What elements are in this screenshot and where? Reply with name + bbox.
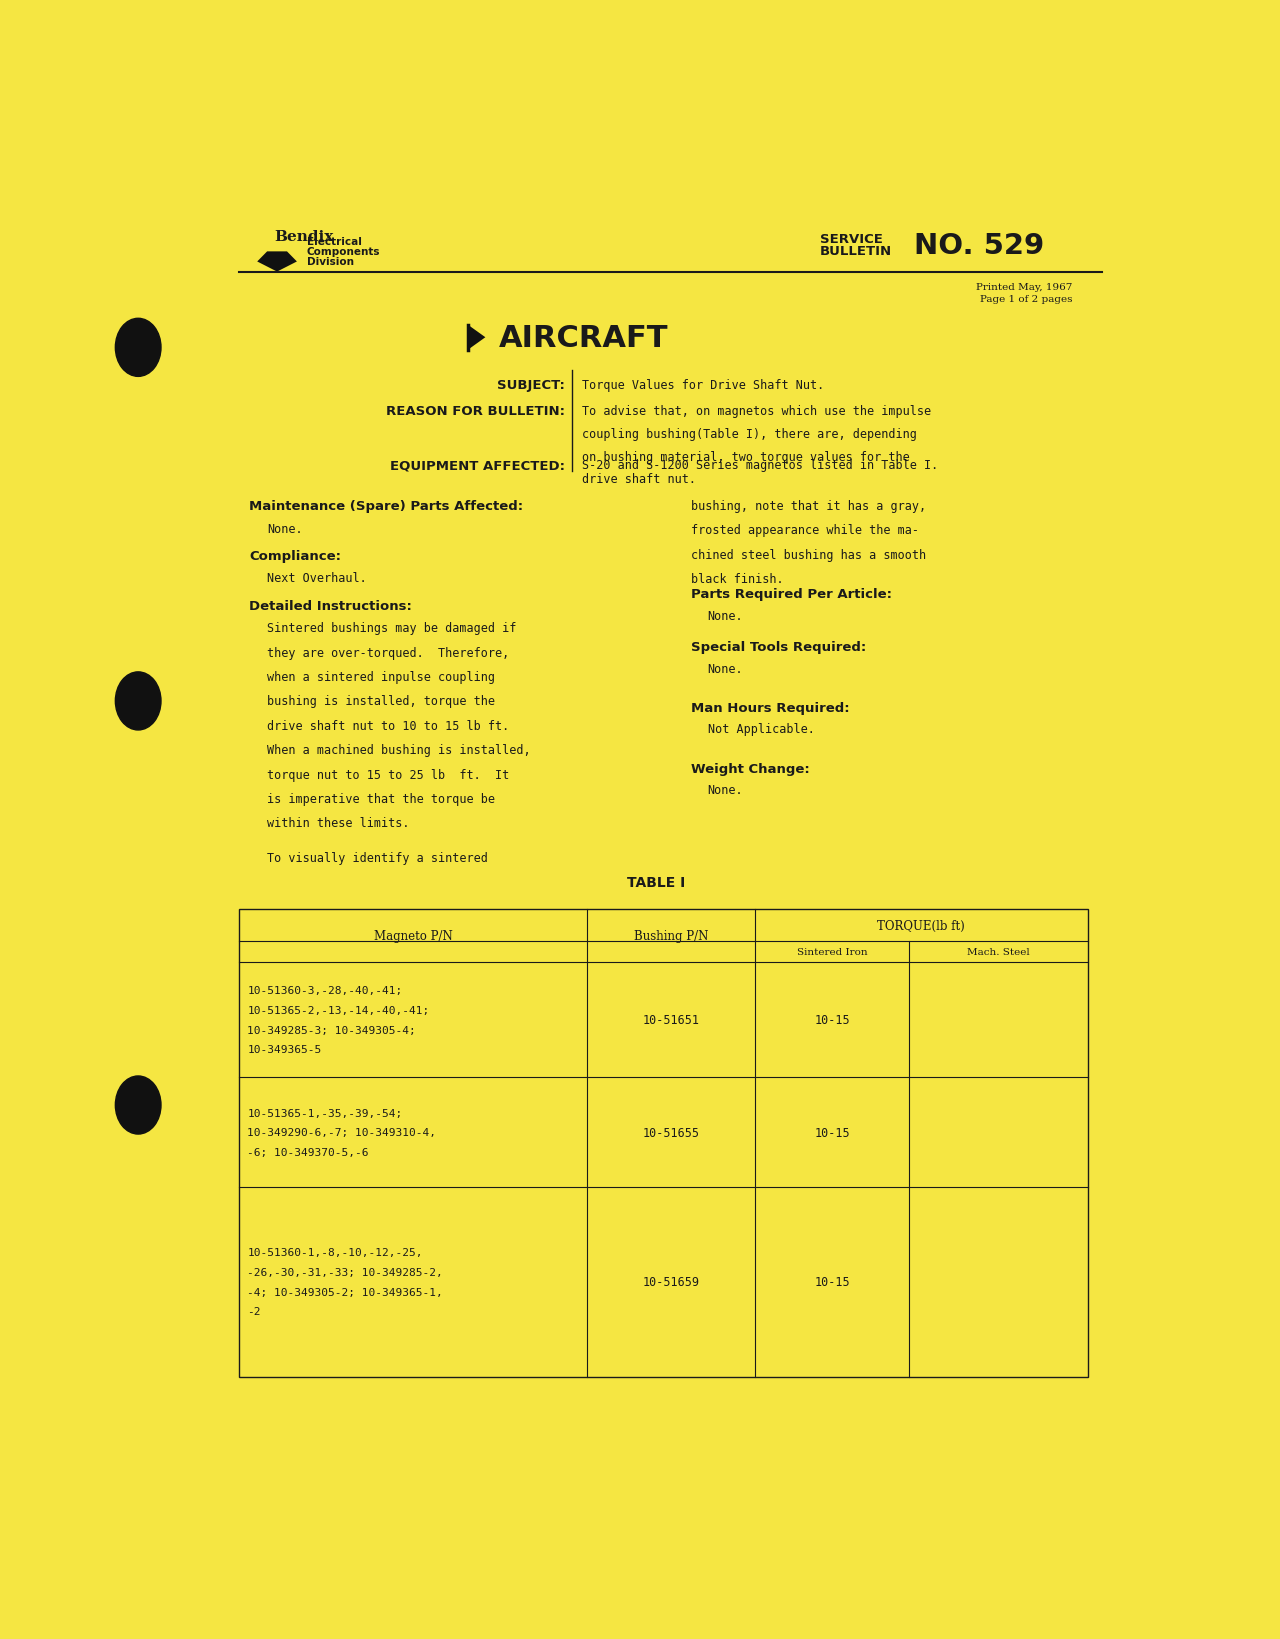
Text: Electrical: Electrical [307,238,362,247]
Text: None.: None. [708,662,744,675]
Bar [239,910,1088,1377]
Circle shape [115,1077,161,1134]
Text: NO. 529: NO. 529 [914,231,1044,261]
Text: When a machined bushing is installed,: When a machined bushing is installed, [268,744,531,757]
Text: torque nut to 15 to 25 lb  ft.  It: torque nut to 15 to 25 lb ft. It [268,769,509,782]
Text: Man Hours Required:: Man Hours Required: [691,701,850,715]
Text: 10-349285-3; 10-349305-4;: 10-349285-3; 10-349305-4; [247,1024,416,1034]
Text: bushing, note that it has a gray,: bushing, note that it has a gray, [691,500,925,513]
Text: coupling bushing(Table I), there are, depending: coupling bushing(Table I), there are, de… [581,428,916,441]
Text: when a sintered inpulse coupling: when a sintered inpulse coupling [268,670,495,683]
Text: None.: None. [268,523,303,536]
Circle shape [115,672,161,731]
Text: 10-51360-3,-28,-40,-41;: 10-51360-3,-28,-40,-41; [247,985,402,997]
Polygon shape [257,252,297,272]
Text: SUBJECT:: SUBJECT: [497,379,564,392]
Text: None.: None. [708,783,744,797]
Text: bushing is installed, torque the: bushing is installed, torque the [268,695,495,708]
Text: 10-15: 10-15 [814,1275,850,1288]
Text: Maintenance (Spare) Parts Affected:: Maintenance (Spare) Parts Affected: [250,500,524,513]
Text: 10-51655: 10-51655 [643,1126,699,1139]
Text: Magneto P/N: Magneto P/N [374,929,452,942]
Text: Torque Values for Drive Shaft Nut.: Torque Values for Drive Shaft Nut. [581,379,824,392]
Text: S-20 and S-1200 Series magnetos listed in Table I.: S-20 and S-1200 Series magnetos listed i… [581,459,938,472]
Text: EQUIPMENT AFFECTED:: EQUIPMENT AFFECTED: [389,459,564,472]
Polygon shape [470,326,485,349]
Text: Not Applicable.: Not Applicable. [708,723,814,736]
Text: frosted appearance while the ma-: frosted appearance while the ma- [691,524,919,538]
Text: -4; 10-349305-2; 10-349365-1,: -4; 10-349305-2; 10-349365-1, [247,1287,443,1296]
Text: Components: Components [307,247,380,257]
Text: drive shaft nut.: drive shaft nut. [581,474,695,487]
Text: Bendix: Bendix [274,229,334,244]
Text: Special Tools Required:: Special Tools Required: [691,641,867,654]
Text: Sintered Iron: Sintered Iron [796,947,868,957]
Text: Division: Division [307,257,353,267]
Text: Detailed Instructions:: Detailed Instructions: [250,600,412,613]
Text: AIRCRAFT: AIRCRAFT [499,323,668,352]
Text: 10-15: 10-15 [814,1126,850,1139]
Text: 10-51365-1,-35,-39,-54;: 10-51365-1,-35,-39,-54; [247,1108,402,1118]
Text: -6; 10-349370-5,-6: -6; 10-349370-5,-6 [247,1147,369,1157]
Text: REASON FOR BULLETIN:: REASON FOR BULLETIN: [385,405,564,418]
Text: -2: -2 [247,1306,261,1316]
Text: Printed May, 1967: Printed May, 1967 [977,282,1073,292]
Circle shape [115,320,161,377]
Text: Parts Required Per Article:: Parts Required Per Article: [691,588,892,602]
Text: To advise that, on magnetos which use the impulse: To advise that, on magnetos which use th… [581,405,931,418]
Text: drive shaft nut to 10 to 15 lb ft.: drive shaft nut to 10 to 15 lb ft. [268,720,509,733]
Text: SERVICE: SERVICE [819,233,882,246]
Text: 10-15: 10-15 [814,1013,850,1026]
Text: 10-51360-1,-8,-10,-12,-25,: 10-51360-1,-8,-10,-12,-25, [247,1247,422,1257]
Text: 10-51365-2,-13,-14,-40,-41;: 10-51365-2,-13,-14,-40,-41; [247,1005,430,1016]
Text: None.: None. [708,610,744,623]
Text: 10-51651: 10-51651 [643,1013,699,1026]
Text: Next Overhaul.: Next Overhaul. [268,572,367,585]
Text: 10-349290-6,-7; 10-349310-4,: 10-349290-6,-7; 10-349310-4, [247,1128,436,1137]
Text: Bushing P/N: Bushing P/N [634,929,708,942]
Text: chined steel bushing has a smooth: chined steel bushing has a smooth [691,549,925,561]
Text: Sintered bushings may be damaged if: Sintered bushings may be damaged if [268,621,517,634]
Text: Mach. Steel: Mach. Steel [966,947,1029,957]
Text: 10-349365-5: 10-349365-5 [247,1044,321,1054]
Text: Weight Change:: Weight Change: [691,762,809,775]
Text: on bushing material, two torque values for the: on bushing material, two torque values f… [581,451,909,464]
Text: is imperative that the torque be: is imperative that the torque be [268,793,495,805]
Text: -26,-30,-31,-33; 10-349285-2,: -26,-30,-31,-33; 10-349285-2, [247,1267,443,1277]
Text: Page 1 of 2 pages: Page 1 of 2 pages [980,295,1073,305]
Text: they are over-torqued.  Therefore,: they are over-torqued. Therefore, [268,646,509,659]
Text: black finish.: black finish. [691,572,783,585]
Text: TABLE I: TABLE I [627,875,685,890]
Text: TORQUE(lb ft): TORQUE(lb ft) [878,919,965,933]
Text: Compliance:: Compliance: [250,551,342,564]
Text: BULLETIN: BULLETIN [819,244,892,257]
Text: 10-51659: 10-51659 [643,1275,699,1288]
Text: To visually identify a sintered: To visually identify a sintered [268,852,488,865]
Text: within these limits.: within these limits. [268,816,410,829]
